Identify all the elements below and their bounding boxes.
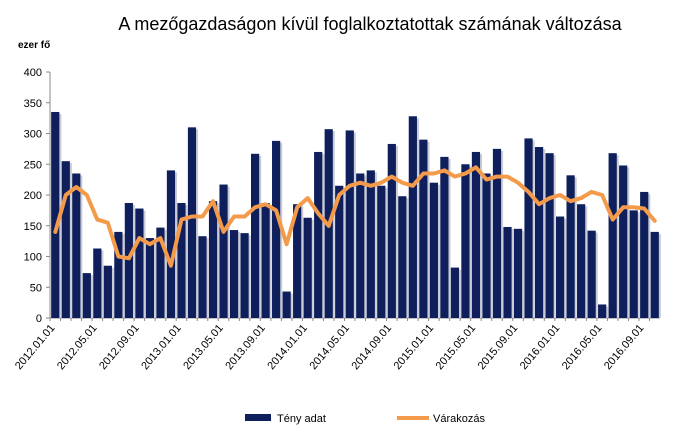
- bar: [408, 116, 417, 318]
- y-tick-label: 250: [24, 159, 42, 171]
- x-tick-label: 2015.09.01: [476, 322, 521, 372]
- legend-label: Várakozás: [433, 413, 485, 425]
- bar: [135, 208, 144, 318]
- bar: [314, 151, 323, 318]
- bar: [587, 230, 596, 318]
- x-tick-label: 2012.09.01: [97, 322, 142, 372]
- bar: [272, 140, 281, 318]
- bar: [93, 248, 102, 318]
- bar: [240, 233, 249, 318]
- bar: [387, 143, 396, 318]
- y-tick-label: 100: [24, 252, 42, 264]
- y-tick-label: 200: [24, 190, 42, 202]
- bar: [335, 185, 344, 318]
- bar: [61, 161, 70, 318]
- x-tick-label: 2014.09.01: [350, 322, 395, 372]
- bar: [398, 196, 407, 318]
- bar: [629, 210, 638, 318]
- x-tick-label: 2016.01.01: [518, 322, 563, 372]
- bar: [282, 291, 291, 318]
- bar: [208, 201, 218, 318]
- bar: [51, 111, 60, 318]
- bar: [156, 227, 165, 318]
- x-tick-label: 2016.05.01: [560, 322, 605, 372]
- x-tick-label: 2015.01.01: [392, 322, 437, 372]
- bar: [261, 202, 270, 318]
- bar: [198, 236, 207, 318]
- x-tick-label: 2014.05.01: [307, 322, 352, 372]
- bar: [524, 138, 533, 318]
- bar: [482, 173, 491, 318]
- bar: [608, 153, 617, 318]
- bar: [640, 191, 649, 318]
- bar: [187, 127, 197, 318]
- bar: [419, 139, 428, 318]
- x-tick-label: 2016.09.01: [602, 322, 647, 372]
- x-tick-label: 2013.01.01: [139, 322, 184, 372]
- chart-title: A mezőgazdaságon kívül foglalkoztatottak…: [118, 14, 622, 34]
- bar: [429, 182, 438, 318]
- y-tick-label: 300: [24, 129, 42, 141]
- bar: [166, 170, 176, 318]
- y-tick-label: 150: [24, 221, 42, 233]
- bar: [303, 217, 312, 318]
- bar: [471, 151, 481, 318]
- bar: [440, 156, 449, 318]
- x-tick-label: 2013.05.01: [181, 322, 226, 372]
- bar: [461, 164, 470, 318]
- bar: [229, 230, 239, 318]
- x-tick-label: 2015.05.01: [434, 322, 479, 372]
- bar: [293, 204, 302, 318]
- bar: [492, 148, 502, 318]
- bar: [145, 238, 155, 318]
- bar: [219, 184, 228, 318]
- y-axis-label: ezer fő: [18, 40, 50, 51]
- bar: [577, 204, 586, 318]
- bar: [650, 231, 659, 318]
- bar: [377, 185, 386, 318]
- bar: [177, 202, 186, 318]
- x-tick-label: 2014.01.01: [265, 322, 310, 372]
- x-tick-label: 2013.09.01: [223, 322, 268, 372]
- bar: [356, 173, 365, 318]
- x-tick-label: 2012.05.01: [55, 322, 100, 372]
- line: [53, 165, 657, 268]
- bar: [114, 231, 123, 318]
- bar: [619, 165, 628, 318]
- bar: [513, 228, 523, 318]
- x-tick-label: 2012.01.01: [13, 322, 58, 372]
- bar: [450, 267, 460, 318]
- bar: [103, 265, 112, 318]
- legend-label: Tény adat: [277, 413, 326, 425]
- bar: [345, 130, 354, 318]
- bar: [534, 147, 544, 318]
- bar: [566, 175, 575, 318]
- bar: [598, 304, 607, 318]
- bar: [503, 226, 512, 318]
- y-tick-label: 400: [24, 67, 42, 79]
- bar: [545, 153, 554, 318]
- bar: [250, 153, 260, 318]
- bar: [555, 216, 565, 318]
- bar: [72, 173, 81, 318]
- y-tick-label: 50: [30, 282, 42, 294]
- y-tick-label: 350: [24, 98, 42, 110]
- bar: [366, 170, 375, 318]
- bar: [124, 202, 133, 318]
- legend-swatch: [245, 414, 271, 421]
- bar: [82, 273, 91, 318]
- y-tick-label: 0: [36, 313, 42, 325]
